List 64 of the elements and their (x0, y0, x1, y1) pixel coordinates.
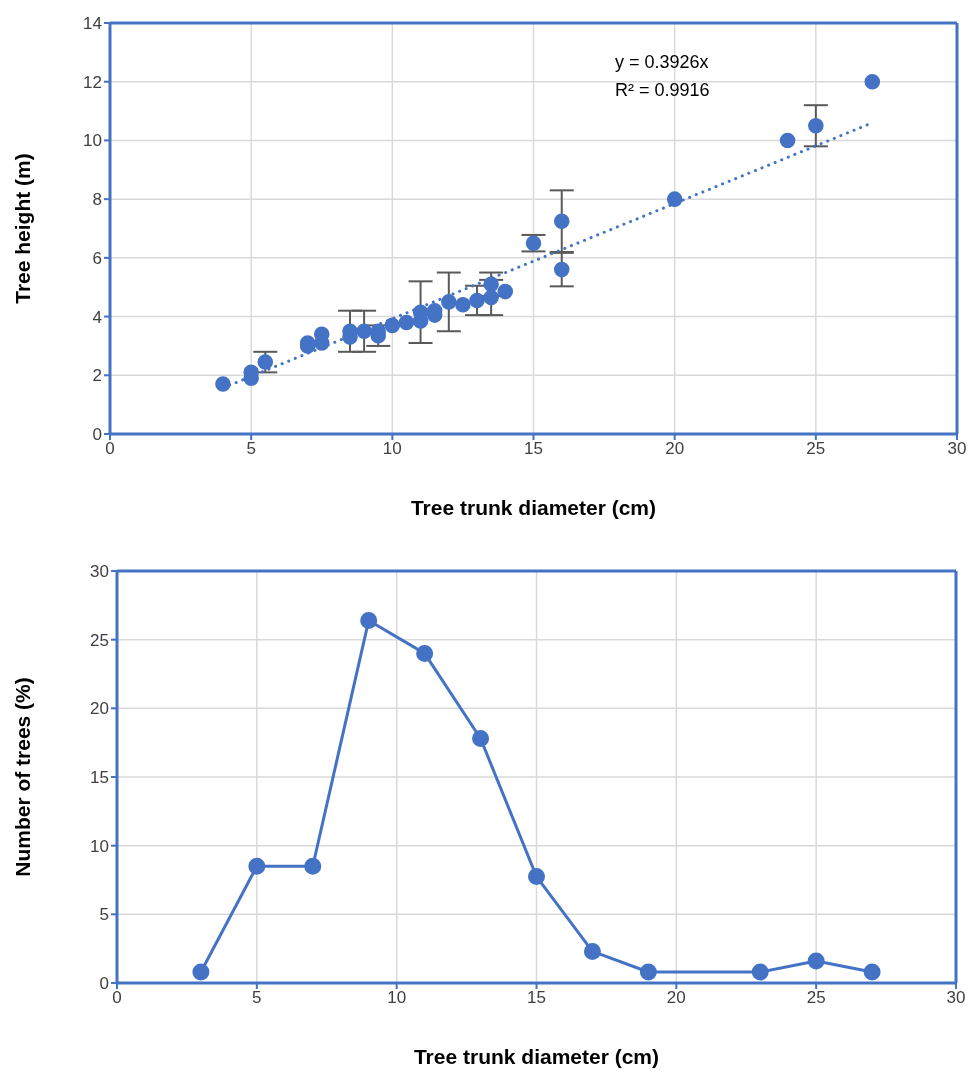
point (304, 857, 322, 875)
x-axis-title: Tree trunk diameter (cm) (413, 1045, 660, 1068)
annotation: R² = 0.9916 (615, 79, 710, 102)
x-tick-label: 0 (112, 988, 122, 1008)
point (639, 963, 657, 981)
point (215, 376, 231, 392)
y-axis-title: Tree height (m) (11, 153, 35, 304)
point (356, 323, 372, 340)
x-tick-label: 15 (527, 988, 546, 1008)
y-tick-label: 5 (99, 905, 109, 925)
x-tick-label: 25 (806, 988, 826, 1008)
point (553, 261, 570, 278)
y-tick-label: 8 (92, 190, 102, 210)
x-tick-label: 20 (666, 988, 686, 1008)
point (441, 294, 457, 310)
point (779, 132, 796, 149)
annotation: y = 0.3926x (615, 51, 710, 74)
point (483, 276, 499, 293)
x-tick-label: 30 (946, 988, 966, 1008)
y-tick-label: 15 (90, 768, 109, 788)
point (360, 611, 378, 629)
point (483, 289, 499, 306)
y-tick-label: 10 (83, 131, 102, 151)
y-tick-label: 10 (90, 836, 109, 856)
point (257, 354, 274, 370)
x-axis-title: Tree trunk diameter (cm) (410, 496, 657, 519)
x-tick-label: 10 (382, 439, 402, 459)
y-axis-title: Number of trees (%) (11, 677, 35, 877)
point (398, 314, 415, 331)
point (751, 963, 769, 981)
y-tick-label: 4 (92, 307, 102, 327)
point (583, 942, 601, 960)
point (525, 235, 542, 251)
point (864, 73, 881, 90)
x-tick-label: 30 (947, 439, 967, 459)
x-tick-label: 5 (252, 988, 262, 1008)
point (807, 952, 825, 970)
point (863, 963, 881, 981)
point (384, 317, 401, 334)
point (472, 730, 490, 748)
point (416, 644, 434, 662)
y-tick-label: 14 (83, 14, 102, 34)
y-tick-label: 30 (90, 562, 109, 582)
y-tick-label: 2 (92, 366, 102, 386)
point (248, 857, 266, 875)
y-tick-label: 25 (90, 630, 109, 650)
x-tick-label: 5 (246, 439, 256, 459)
x-tick-label: 15 (524, 439, 543, 459)
point (455, 297, 471, 313)
y-tick-label: 6 (92, 248, 102, 268)
y-tick-label: 0 (92, 425, 102, 445)
point (469, 292, 485, 309)
y-tick-label: 12 (83, 72, 102, 92)
point (808, 117, 824, 134)
point (497, 283, 514, 300)
y-tick-label: 0 (99, 974, 109, 994)
y-tick-label: 20 (90, 699, 109, 719)
x-tick-label: 25 (806, 439, 826, 459)
point (553, 213, 570, 229)
x-tick-label: 20 (665, 439, 685, 459)
point (192, 963, 210, 981)
point (528, 868, 545, 886)
x-tick-label: 10 (387, 988, 407, 1008)
point (666, 191, 683, 207)
